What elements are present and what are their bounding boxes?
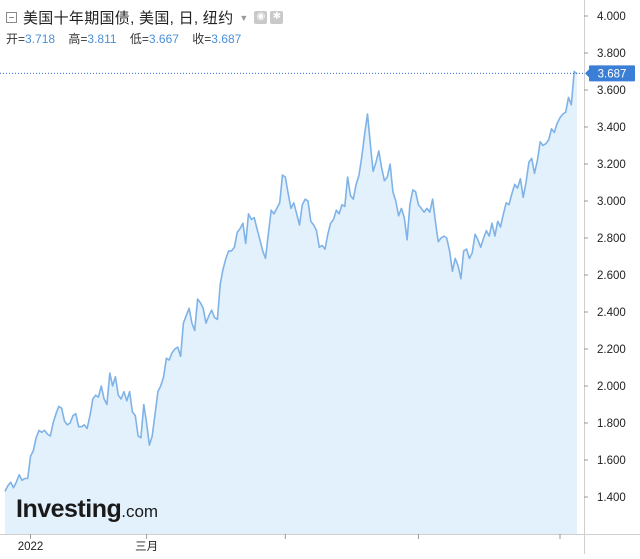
legend-title-row: 美国十年期国债, 美国, 日, 纽约 ▼ ◉ ✱ — [6, 6, 283, 28]
y-tick-label: 2.400 — [597, 307, 626, 319]
y-tick-label: 2.600 — [597, 270, 626, 282]
high-label: 高= — [68, 32, 87, 46]
series-title: 美国十年期国债, 美国, 日, 纽约 — [23, 7, 233, 28]
area-fill — [5, 72, 577, 535]
logo-text: Investing — [16, 495, 121, 524]
low-label: 低= — [130, 32, 149, 46]
y-tick-label: 1.800 — [597, 418, 626, 430]
open-value: 3.718 — [25, 32, 55, 46]
low-value: 3.667 — [149, 32, 179, 46]
y-tick-label: 1.400 — [597, 492, 626, 504]
x-tick-label: 2022 — [18, 541, 44, 553]
x-tick-label: 三月 — [135, 541, 158, 553]
y-tick-label: 3.800 — [597, 48, 626, 60]
close-label: 收= — [192, 32, 211, 46]
ohlc-readout: 开=3.718 高=3.811 低=3.667 收=3.687 — [6, 30, 283, 47]
y-tick-label: 1.600 — [597, 455, 626, 467]
price-tag-pointer — [585, 68, 590, 78]
chevron-down-icon[interactable]: ▼ — [239, 13, 248, 23]
investing-logo: Investing.com — [16, 495, 158, 524]
y-tick-label: 4.000 — [597, 11, 626, 23]
y-tick-label: 3.600 — [597, 85, 626, 97]
gear-icon[interactable]: ✱ — [270, 11, 283, 24]
y-tick-label: 3.000 — [597, 196, 626, 208]
chart-legend: 美国十年期国债, 美国, 日, 纽约 ▼ ◉ ✱ 开=3.718 高=3.811… — [6, 6, 283, 47]
open-label: 开= — [6, 32, 25, 46]
collapse-icon[interactable] — [6, 12, 17, 23]
y-tick-label: 2.800 — [597, 233, 626, 245]
eye-icon[interactable]: ◉ — [254, 11, 267, 24]
logo-suffix: .com — [121, 502, 158, 522]
price-tag-label: 3.687 — [598, 68, 627, 80]
y-tick-label: 3.200 — [597, 159, 626, 171]
y-tick-label: 2.200 — [597, 344, 626, 356]
y-tick-label: 3.400 — [597, 122, 626, 134]
plot-area — [5, 71, 577, 534]
close-value: 3.687 — [211, 32, 241, 46]
high-value: 3.811 — [87, 32, 116, 46]
y-tick-label: 2.000 — [597, 381, 626, 393]
